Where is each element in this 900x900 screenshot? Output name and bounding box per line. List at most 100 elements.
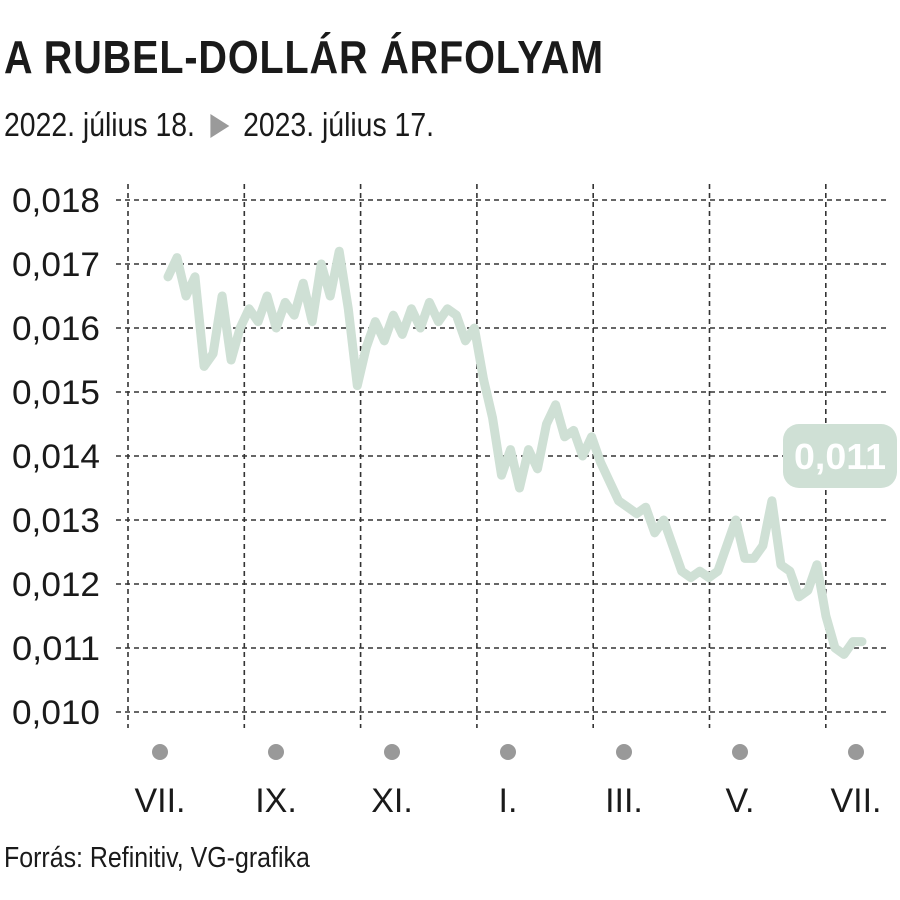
data-point	[345, 305, 352, 312]
data-point	[480, 376, 487, 383]
data-point	[390, 312, 397, 319]
x-tick-dot	[268, 744, 284, 760]
y-tick-label: 0,013	[12, 502, 100, 540]
data-point	[273, 325, 280, 331]
x-tick-dot	[384, 744, 400, 760]
data-point	[516, 485, 523, 491]
data-point	[687, 574, 694, 581]
data-point	[435, 318, 442, 325]
x-tick-label: III.	[605, 782, 643, 820]
data-point	[489, 414, 496, 421]
data-point	[201, 363, 208, 370]
data-point	[453, 312, 460, 319]
data-point	[237, 325, 244, 331]
data-point	[660, 517, 667, 523]
data-point	[696, 568, 703, 575]
data-point	[246, 305, 253, 312]
y-tick-label: 0,014	[12, 438, 100, 476]
data-point	[741, 555, 748, 562]
data-point	[849, 638, 856, 645]
data-point	[840, 651, 847, 658]
play-arrow-icon	[210, 114, 230, 138]
data-point	[408, 305, 415, 312]
x-tick-label: VII.	[134, 782, 185, 820]
data-point	[399, 331, 406, 338]
data-point	[309, 318, 316, 325]
data-point	[768, 497, 775, 504]
data-point	[525, 446, 532, 453]
data-point	[381, 337, 388, 344]
data-point	[669, 542, 676, 549]
data-point	[759, 542, 766, 549]
data-point	[678, 568, 685, 575]
data-point	[462, 337, 469, 344]
last-value-badge	[783, 424, 897, 488]
date-range: 2022. július 18. 2023. július 17.	[4, 106, 434, 144]
source-note: Forrás: Refinitiv, VG-grafika	[4, 842, 310, 874]
data-point	[642, 504, 649, 511]
data-point	[822, 613, 829, 619]
data-point	[552, 401, 559, 408]
data-point	[210, 350, 217, 357]
data-point	[264, 293, 271, 299]
data-point	[705, 574, 712, 581]
data-point	[714, 568, 721, 575]
data-point	[417, 325, 424, 331]
data-point	[813, 561, 820, 568]
y-tick-label: 0,017	[12, 246, 100, 284]
data-point	[291, 312, 298, 319]
y-tick-label: 0,016	[12, 310, 100, 348]
data-point	[327, 293, 334, 299]
y-tick-label: 0,011	[12, 630, 100, 668]
data-point	[651, 529, 658, 536]
data-point	[750, 555, 757, 562]
data-point	[228, 357, 235, 363]
x-tick-dot	[500, 744, 516, 760]
data-point	[471, 325, 478, 331]
data-point	[777, 561, 784, 568]
data-point	[192, 273, 199, 280]
data-point	[507, 446, 514, 453]
data-point	[606, 478, 613, 485]
data-point	[255, 318, 262, 325]
data-point	[498, 472, 505, 479]
data-point	[354, 382, 361, 389]
x-tick-dot	[616, 744, 632, 760]
data-point	[336, 248, 343, 255]
data-point	[363, 344, 370, 351]
chart-title: A RUBEL-DOLLÁR ÁRFOLYAM	[4, 31, 604, 83]
data-point	[534, 465, 541, 472]
data-point	[597, 459, 604, 466]
y-tick-label: 0,010	[12, 694, 100, 732]
data-point	[786, 568, 793, 575]
data-point	[831, 645, 838, 651]
data-point	[282, 299, 289, 306]
y-tick-label: 0,012	[12, 566, 100, 604]
x-tick-dot	[152, 744, 168, 760]
data-point	[732, 517, 739, 523]
x-tick-label: I.	[499, 782, 518, 820]
x-tick-label: XI.	[371, 782, 413, 820]
data-point	[615, 497, 622, 504]
data-point	[174, 254, 181, 261]
data-point	[795, 593, 802, 600]
data-point	[372, 318, 379, 325]
data-point	[804, 587, 811, 594]
data-point	[318, 261, 325, 267]
data-point	[588, 433, 595, 440]
data-point	[624, 504, 631, 511]
y-tick-label: 0,015	[12, 374, 100, 412]
data-point	[570, 427, 577, 434]
y-tick-label: 0,018	[12, 182, 100, 220]
data-point	[426, 299, 433, 306]
x-tick-dot	[848, 744, 864, 760]
x-tick-label: IX.	[255, 782, 297, 820]
data-point	[165, 273, 171, 280]
data-point	[579, 453, 586, 459]
series-line	[163, 246, 867, 659]
end-date: 2023. július 17.	[243, 106, 434, 143]
data-point	[561, 433, 568, 440]
x-tick-label: VII.	[830, 782, 881, 820]
start-date: 2022. július 18.	[4, 106, 195, 143]
data-point	[859, 638, 865, 645]
